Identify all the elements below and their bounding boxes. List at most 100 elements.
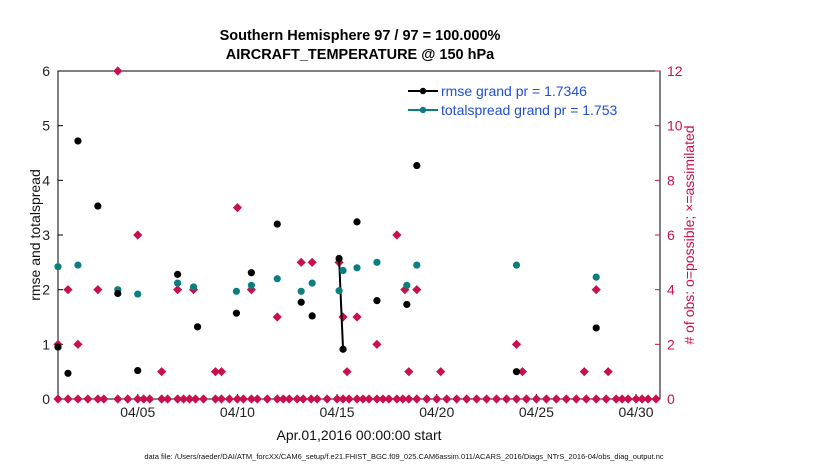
obs-count-zero-marker: [338, 394, 348, 404]
rmse-point: [134, 366, 142, 375]
obs-count-zero-marker: [481, 394, 492, 404]
obs-count-zero-marker: [631, 394, 641, 404]
totalspread-point: [74, 261, 82, 269]
obs-count-zero-marker: [210, 394, 221, 404]
obs-count-marker: [579, 367, 589, 377]
totalspread-point: [403, 281, 411, 289]
obs-count-zero-marker: [491, 394, 502, 404]
rmse-point: [94, 202, 102, 210]
obs-count-zero-marker: [232, 394, 243, 404]
totalspread-point: [335, 287, 343, 295]
obs-count-zero-marker: [404, 394, 414, 404]
legend: rmse grand pr = 1.7346 totalspread grand…: [408, 83, 618, 118]
obs-count-zero-marker: [617, 394, 627, 404]
legend-spread-marker: [419, 106, 427, 114]
x-tick-label: 04/10: [220, 404, 255, 420]
obs-count-marker: [372, 339, 382, 349]
obs-count-zero-marker: [571, 394, 581, 404]
obs-count-zero-marker: [651, 394, 661, 404]
obs-count-zero-marker: [561, 394, 571, 404]
y-tick-label: 1: [42, 336, 50, 352]
obs-count-zero-marker: [284, 394, 294, 404]
rmse-point: [174, 270, 182, 278]
obs-count-zero-marker: [452, 394, 462, 404]
obs-count-zero-marker: [163, 394, 173, 404]
obs-count-zero-marker: [262, 394, 272, 404]
obs-count-zero-marker: [272, 394, 282, 404]
legend-rmse-label: rmse grand pr = 1.7346: [441, 83, 587, 99]
y-tick-label: 4: [42, 172, 50, 188]
obs-count-zero-marker: [601, 394, 611, 404]
obs-count-zero-marker: [238, 394, 248, 404]
rmse-point: [373, 297, 381, 305]
obs-count-zero-marker: [178, 394, 189, 404]
x-axis-label: Apr.01,2016 00:00:00 start: [276, 427, 441, 443]
obs-count-marker: [216, 367, 227, 377]
y-tick-label: 5: [42, 118, 50, 134]
rmse-point: [273, 220, 281, 228]
obs-count-marker: [173, 285, 183, 295]
rmse-point: [512, 368, 521, 376]
totalspread-point: [247, 281, 255, 289]
obs-count-zero-marker: [352, 394, 362, 404]
obs-count-zero-marker: [412, 394, 422, 404]
obs-count-zero-marker: [372, 394, 382, 404]
obs-count-marker: [517, 367, 528, 377]
rmse-point: [247, 269, 255, 277]
chart-title-line1: Southern Hemisphere 97 / 97 = 100.000%: [220, 28, 501, 44]
totalspread-point: [413, 261, 421, 269]
obs-count-zero-marker: [93, 394, 103, 404]
totalspread-point: [353, 264, 361, 272]
obs-count-zero-marker: [198, 394, 209, 404]
totalspread-point: [174, 279, 182, 287]
obs-count-zero-marker: [378, 394, 388, 404]
totalspread-point: [232, 287, 241, 295]
obs-count-zero-marker: [99, 394, 109, 404]
obs-count-zero-marker: [298, 394, 308, 404]
obs-count-zero-marker: [113, 394, 123, 404]
obs-count-zero-marker: [73, 394, 83, 404]
obs-count-zero-marker: [432, 394, 442, 404]
obs-count-zero-marker: [462, 394, 472, 404]
obs-count-marker: [296, 257, 306, 267]
x-tick-label: 04/30: [619, 404, 654, 420]
rmse-point: [54, 343, 62, 351]
obs-count-zero-marker: [246, 394, 256, 404]
obs-count-marker: [400, 285, 410, 295]
obs-count-zero-marker: [278, 394, 288, 404]
obs-count-zero-marker: [611, 394, 621, 404]
obs-count-marker: [603, 367, 613, 377]
y2-axis-label: # of obs: o=possible; ×=assimilated: [681, 125, 697, 344]
obs-count-marker: [591, 285, 601, 295]
obs-count-marker: [404, 367, 414, 377]
rmse-point: [64, 369, 72, 377]
totalspread-point: [339, 266, 347, 275]
obs-count-zero-marker: [312, 394, 322, 404]
y2-tick-label: 8: [667, 172, 675, 188]
rmse-point: [403, 300, 411, 309]
obs-count-zero-marker: [306, 394, 316, 404]
rmse-point: [74, 137, 82, 145]
data-marks: [53, 66, 661, 404]
totalspread-point: [273, 275, 281, 283]
obs-count-zero-marker: [581, 394, 591, 404]
obs-count-marker: [342, 367, 352, 377]
obs-count-marker: [63, 285, 73, 295]
y-tick-label: 6: [42, 63, 50, 79]
obs-count-zero-marker: [591, 394, 601, 404]
obs-count-zero-marker: [551, 394, 561, 404]
rmse-point: [232, 309, 241, 317]
obs-count-zero-marker: [190, 394, 201, 404]
y2-tick-label: 6: [667, 227, 675, 243]
rmse-point: [193, 323, 202, 331]
x-tick-label: 04/25: [519, 404, 554, 420]
rmse-point: [353, 218, 361, 226]
obs-count-zero-marker: [472, 394, 482, 404]
y-axis-left: 0 1 2 3 4 5 6: [42, 63, 63, 407]
obs-count-zero-marker: [133, 394, 143, 404]
obs-count-zero-marker: [398, 394, 408, 404]
obs-count-zero-marker: [139, 394, 149, 404]
obs-count-zero-marker: [83, 394, 93, 404]
totalspread-point: [134, 290, 142, 298]
